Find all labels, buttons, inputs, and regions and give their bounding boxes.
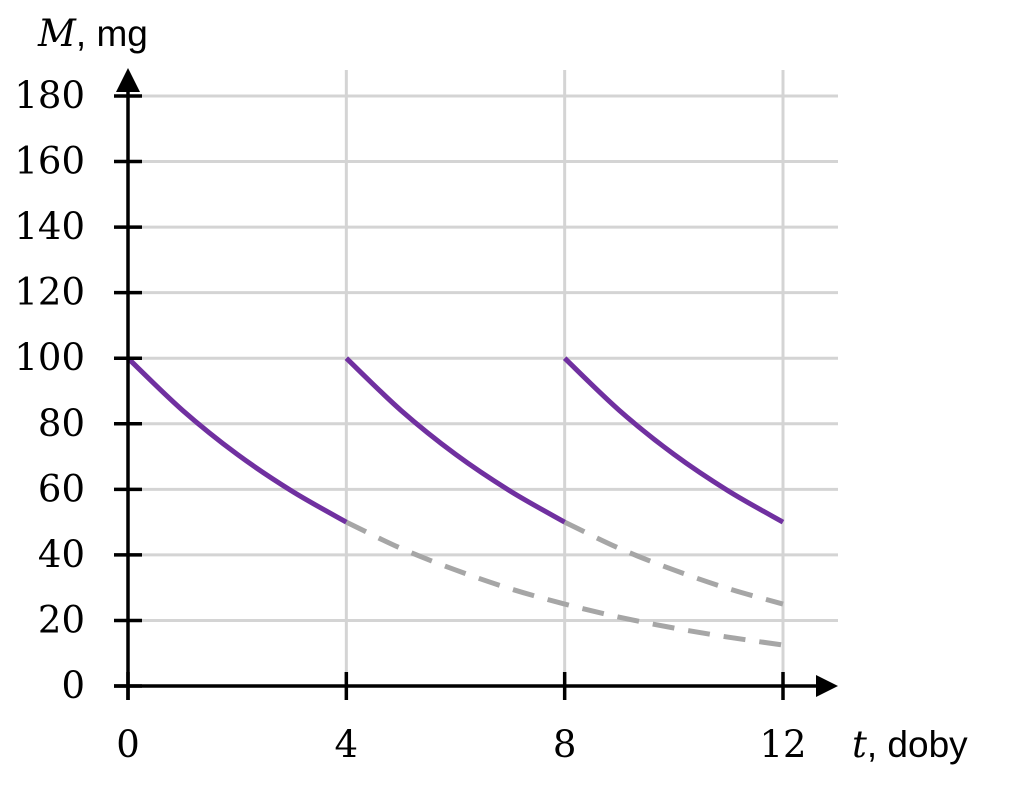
x-tick-label-12: 12 (759, 723, 806, 766)
x-axis-unit: , doby (867, 724, 968, 765)
x-tick-label-8: 8 (553, 723, 577, 766)
dashed-series-4 (563, 519, 784, 607)
y-axis-unit: , mg (76, 13, 148, 54)
series-layer (126, 356, 785, 648)
x-axis-title: t, doby (852, 723, 968, 766)
solid-series-2 (562, 356, 785, 525)
y-axis-arrow (116, 68, 140, 92)
x-axis-arrow (816, 675, 838, 697)
y-axis-title: M, mg (37, 12, 148, 55)
solid-series-1 (344, 356, 566, 525)
y-tick-label-60: 60 (38, 467, 85, 510)
y-tick-label-140: 140 (14, 205, 85, 248)
grid (128, 70, 838, 686)
x-tick-label-0: 0 (116, 723, 140, 766)
y-tick-label-20: 20 (38, 598, 85, 641)
y-axis-variable: M (37, 12, 77, 55)
y-tick-label-40: 40 (38, 533, 85, 576)
x-axis-variable: t (852, 723, 867, 766)
y-tick-label-100: 100 (14, 336, 85, 379)
x-tick-label-4: 4 (335, 723, 359, 766)
y-tick-label-180: 180 (14, 74, 85, 117)
dashed-series-3 (345, 519, 784, 648)
y-tick-label-160: 160 (14, 140, 85, 183)
y-tick-label-120: 120 (14, 271, 85, 314)
y-tick-label-80: 80 (38, 402, 85, 445)
axes: 0 20 40 60 80 100 120 140 160 180 0 4 8 12 (14, 68, 838, 766)
y-tick-label-0: 0 (61, 664, 85, 707)
axis-labels: M, mg t, doby (37, 12, 968, 766)
solid-series-0 (126, 356, 348, 525)
